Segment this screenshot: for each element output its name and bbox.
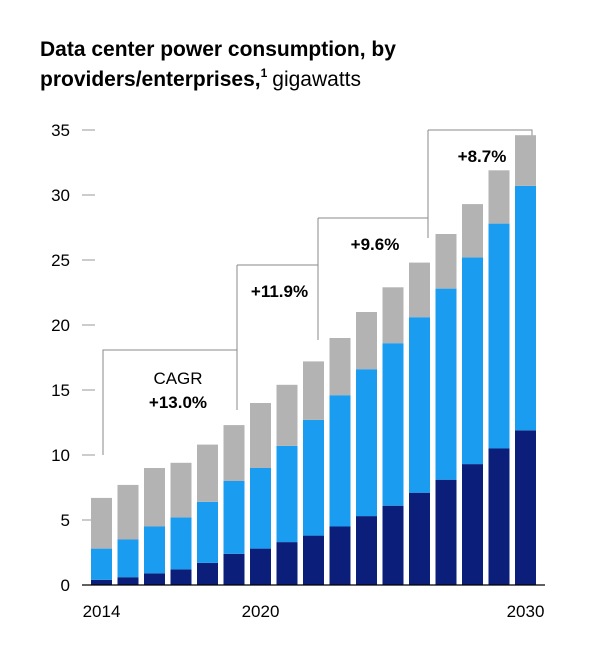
bar-segment-1-2030: [515, 185, 536, 431]
bar-segment-1-2022: [303, 419, 324, 536]
bar-segment-1-2015: [117, 539, 139, 578]
bar-segment-1-2020: [250, 468, 271, 549]
bar-segment-0-2026: [409, 492, 430, 585]
bar-segment-0-2027: [435, 479, 457, 585]
chart-title-bold-part: providers/enterprises,: [40, 68, 261, 91]
cagr-brackets: CAGR +13.0% +11.9% +9.6% +8.7%: [102, 129, 533, 455]
bar-segment-0-2018: [197, 562, 218, 585]
bar-segment-0-2025: [382, 505, 404, 585]
bar-segment-1-2026: [409, 317, 430, 493]
bar-segment-2-2017: [170, 462, 192, 518]
bars: [82, 135, 545, 586]
bar-segment-0-2024: [356, 516, 377, 585]
bar-segment-2-2024: [356, 312, 377, 370]
bar-segment-2-2021: [276, 384, 298, 446]
bar-segment-1-2023: [329, 395, 351, 527]
bar-segment-2-2014: [91, 497, 112, 549]
bar-segment-2-2016: [144, 468, 165, 527]
bar-segment-0-2029: [488, 448, 510, 585]
bar-segment-1-2018: [197, 501, 218, 563]
bar-segment-2-2015: [117, 484, 139, 540]
bar-segment-0-2028: [462, 464, 483, 585]
chart-title-unit: gigawatts: [272, 68, 361, 91]
y-tick-label: 5: [61, 511, 70, 530]
bar-segment-2-2027: [435, 234, 457, 289]
bar-segment-2-2025: [382, 287, 404, 344]
cagr-label-value: +8.7%: [458, 147, 507, 166]
bar-segment-1-2021: [276, 445, 298, 543]
bar-segment-0-2015: [117, 577, 139, 585]
bar-segment-2-2022: [303, 361, 324, 420]
y-axis: 0 5 10 15 20 25 30 35: [51, 121, 70, 595]
bar-segment-1-2027: [435, 288, 457, 480]
cagr-label-value: +11.9%: [251, 282, 308, 301]
bar-segment-2-2018: [197, 444, 218, 502]
bar-segment-0-2017: [170, 569, 192, 585]
y-tick-label: 0: [61, 576, 70, 595]
cagr-bracket-line: [102, 349, 238, 455]
bar-segment-2-2019: [223, 425, 245, 481]
bar-segment-2-2028: [462, 204, 483, 258]
bar-segment-1-2024: [356, 369, 377, 517]
bar-segment-0-2023: [329, 526, 351, 585]
gridlines: [82, 129, 95, 521]
x-tick-label: 2030: [507, 602, 545, 621]
bar-segment-2-2026: [409, 262, 430, 318]
bar-segment-0-2020: [250, 548, 271, 585]
cagr-label-heading: CAGR: [153, 369, 202, 388]
bar-segment-0-2019: [223, 553, 245, 585]
chart-title-line2: providers/enterprises,1 gigawatts: [40, 66, 361, 91]
bar-segment-1-2019: [223, 481, 245, 554]
x-tick-label: 2020: [242, 602, 280, 621]
y-tick-label: 30: [51, 186, 70, 205]
x-axis: 2014 2020 2030: [83, 602, 545, 621]
bar-segment-2-2029: [488, 170, 510, 224]
bar-segment-0-2021: [276, 542, 298, 585]
bar-segment-0-2014: [91, 579, 112, 585]
y-tick-label: 25: [51, 251, 70, 270]
bar-segment-1-2028: [462, 257, 483, 465]
bar-segment-2-2020: [250, 403, 271, 468]
bar-segment-0-2016: [144, 573, 165, 585]
x-tick-label: 2014: [83, 602, 121, 621]
cagr-label-value: +9.6%: [351, 235, 400, 254]
cagr-bracket-line: [237, 264, 319, 340]
bar-segment-1-2014: [91, 548, 112, 580]
y-tick-label: 35: [51, 121, 70, 140]
bar-segment-2-2023: [329, 338, 351, 396]
cagr-label-value: +13.0%: [149, 393, 207, 412]
bar-segment-1-2029: [488, 223, 510, 449]
bar-segment-1-2025: [382, 343, 404, 506]
bar-segment-1-2016: [144, 526, 165, 574]
chart-title-line1: Data center power consumption, by: [40, 38, 396, 61]
y-tick-label: 20: [51, 316, 70, 335]
bar-segment-1-2017: [170, 517, 192, 570]
bar-segment-0-2022: [303, 535, 324, 585]
bar-segment-2-2030: [515, 135, 536, 186]
y-tick-label: 15: [51, 381, 70, 400]
bar-segment-0-2030: [515, 430, 536, 585]
chart-title-footnote: 1: [261, 66, 268, 80]
y-tick-label: 10: [51, 446, 70, 465]
